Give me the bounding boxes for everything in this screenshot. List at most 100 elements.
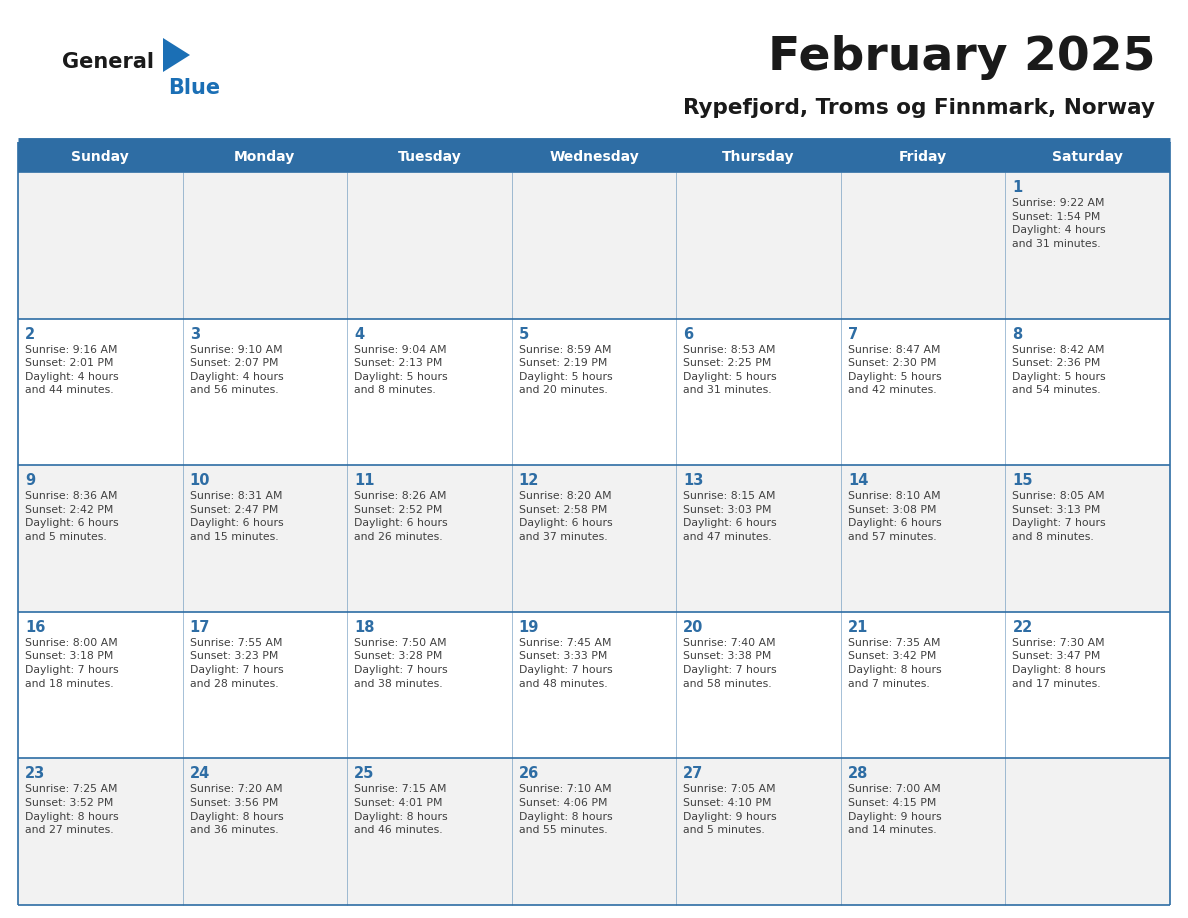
Bar [841,172,1005,319]
Bar [183,758,347,905]
Text: Sunrise: 8:26 AM
Sunset: 2:52 PM
Daylight: 6 hours
and 26 minutes.: Sunrise: 8:26 AM Sunset: 2:52 PM Dayligh… [354,491,448,542]
Bar [512,172,676,319]
Text: 2: 2 [25,327,36,341]
Bar [841,319,1005,465]
Text: 13: 13 [683,473,703,488]
Bar [183,319,347,465]
Bar [18,611,183,758]
Text: Wednesday: Wednesday [549,150,639,164]
Bar [1005,758,1170,905]
Text: 23: 23 [25,767,45,781]
Bar [1005,611,1170,758]
Text: 25: 25 [354,767,374,781]
Text: 10: 10 [190,473,210,488]
Text: 8: 8 [1012,327,1023,341]
Text: Sunrise: 7:20 AM
Sunset: 3:56 PM
Daylight: 8 hours
and 36 minutes.: Sunrise: 7:20 AM Sunset: 3:56 PM Dayligh… [190,784,283,835]
Text: 7: 7 [848,327,858,341]
Text: 6: 6 [683,327,694,341]
Bar [676,465,841,611]
Bar [512,611,676,758]
Bar [18,319,183,465]
Text: 21: 21 [848,620,868,635]
Text: 5: 5 [519,327,529,341]
Text: Saturday: Saturday [1053,150,1123,164]
Bar [347,611,512,758]
Text: 19: 19 [519,620,539,635]
Text: Sunrise: 7:05 AM
Sunset: 4:10 PM
Daylight: 9 hours
and 5 minutes.: Sunrise: 7:05 AM Sunset: 4:10 PM Dayligh… [683,784,777,835]
Text: 18: 18 [354,620,374,635]
Text: Sunrise: 7:35 AM
Sunset: 3:42 PM
Daylight: 8 hours
and 7 minutes.: Sunrise: 7:35 AM Sunset: 3:42 PM Dayligh… [848,638,941,688]
Bar [183,611,347,758]
Text: Sunrise: 8:47 AM
Sunset: 2:30 PM
Daylight: 5 hours
and 42 minutes.: Sunrise: 8:47 AM Sunset: 2:30 PM Dayligh… [848,344,941,396]
Text: 4: 4 [354,327,365,341]
Bar [841,465,1005,611]
Text: Sunrise: 7:15 AM
Sunset: 4:01 PM
Daylight: 8 hours
and 46 minutes.: Sunrise: 7:15 AM Sunset: 4:01 PM Dayligh… [354,784,448,835]
Text: Sunrise: 7:25 AM
Sunset: 3:52 PM
Daylight: 8 hours
and 27 minutes.: Sunrise: 7:25 AM Sunset: 3:52 PM Dayligh… [25,784,119,835]
Text: Sunday: Sunday [71,150,129,164]
Bar [183,172,347,319]
Text: Sunrise: 7:00 AM
Sunset: 4:15 PM
Daylight: 9 hours
and 14 minutes.: Sunrise: 7:00 AM Sunset: 4:15 PM Dayligh… [848,784,941,835]
Text: February 2025: February 2025 [767,36,1155,81]
Text: Friday: Friday [899,150,947,164]
Text: 28: 28 [848,767,868,781]
Text: 12: 12 [519,473,539,488]
Text: Monday: Monday [234,150,296,164]
Text: Sunrise: 8:42 AM
Sunset: 2:36 PM
Daylight: 5 hours
and 54 minutes.: Sunrise: 8:42 AM Sunset: 2:36 PM Dayligh… [1012,344,1106,396]
Text: Sunrise: 8:53 AM
Sunset: 2:25 PM
Daylight: 5 hours
and 31 minutes.: Sunrise: 8:53 AM Sunset: 2:25 PM Dayligh… [683,344,777,396]
Bar [18,465,183,611]
Text: General: General [62,52,154,72]
Text: 9: 9 [25,473,36,488]
Text: 15: 15 [1012,473,1032,488]
Bar [512,465,676,611]
Text: 11: 11 [354,473,374,488]
Bar [676,172,841,319]
Text: 22: 22 [1012,620,1032,635]
Text: Sunrise: 8:59 AM
Sunset: 2:19 PM
Daylight: 5 hours
and 20 minutes.: Sunrise: 8:59 AM Sunset: 2:19 PM Dayligh… [519,344,612,396]
Bar [512,758,676,905]
Bar [347,172,512,319]
Bar [18,758,183,905]
Text: Sunrise: 9:16 AM
Sunset: 2:01 PM
Daylight: 4 hours
and 44 minutes.: Sunrise: 9:16 AM Sunset: 2:01 PM Dayligh… [25,344,119,396]
Text: Sunrise: 7:10 AM
Sunset: 4:06 PM
Daylight: 8 hours
and 55 minutes.: Sunrise: 7:10 AM Sunset: 4:06 PM Dayligh… [519,784,612,835]
Bar [347,758,512,905]
Text: Sunrise: 7:45 AM
Sunset: 3:33 PM
Daylight: 7 hours
and 48 minutes.: Sunrise: 7:45 AM Sunset: 3:33 PM Dayligh… [519,638,612,688]
Text: Sunrise: 9:10 AM
Sunset: 2:07 PM
Daylight: 4 hours
and 56 minutes.: Sunrise: 9:10 AM Sunset: 2:07 PM Dayligh… [190,344,283,396]
Bar [1005,172,1170,319]
Text: 20: 20 [683,620,703,635]
Text: Sunrise: 7:50 AM
Sunset: 3:28 PM
Daylight: 7 hours
and 38 minutes.: Sunrise: 7:50 AM Sunset: 3:28 PM Dayligh… [354,638,448,688]
Text: Sunrise: 7:40 AM
Sunset: 3:38 PM
Daylight: 7 hours
and 58 minutes.: Sunrise: 7:40 AM Sunset: 3:38 PM Dayligh… [683,638,777,688]
Bar [183,465,347,611]
Text: Thursday: Thursday [722,150,795,164]
Text: 26: 26 [519,767,539,781]
Text: Blue: Blue [168,78,220,98]
Bar [676,611,841,758]
Text: Sunrise: 9:04 AM
Sunset: 2:13 PM
Daylight: 5 hours
and 8 minutes.: Sunrise: 9:04 AM Sunset: 2:13 PM Dayligh… [354,344,448,396]
Bar [18,142,1170,172]
Text: 17: 17 [190,620,210,635]
Bar [18,172,183,319]
Text: Sunrise: 8:10 AM
Sunset: 3:08 PM
Daylight: 6 hours
and 57 minutes.: Sunrise: 8:10 AM Sunset: 3:08 PM Dayligh… [848,491,941,542]
Text: Sunrise: 8:05 AM
Sunset: 3:13 PM
Daylight: 7 hours
and 8 minutes.: Sunrise: 8:05 AM Sunset: 3:13 PM Dayligh… [1012,491,1106,542]
Text: 24: 24 [190,767,210,781]
Bar [347,319,512,465]
Text: Tuesday: Tuesday [398,150,461,164]
Bar [1005,465,1170,611]
Bar [841,611,1005,758]
Bar [676,319,841,465]
Text: Sunrise: 9:22 AM
Sunset: 1:54 PM
Daylight: 4 hours
and 31 minutes.: Sunrise: 9:22 AM Sunset: 1:54 PM Dayligh… [1012,198,1106,249]
Bar [512,319,676,465]
Text: Rypefjord, Troms og Finnmark, Norway: Rypefjord, Troms og Finnmark, Norway [683,98,1155,118]
Text: Sunrise: 8:00 AM
Sunset: 3:18 PM
Daylight: 7 hours
and 18 minutes.: Sunrise: 8:00 AM Sunset: 3:18 PM Dayligh… [25,638,119,688]
Bar [1005,319,1170,465]
Bar [841,758,1005,905]
Text: Sunrise: 8:20 AM
Sunset: 2:58 PM
Daylight: 6 hours
and 37 minutes.: Sunrise: 8:20 AM Sunset: 2:58 PM Dayligh… [519,491,612,542]
Text: 14: 14 [848,473,868,488]
Text: 3: 3 [190,327,200,341]
Text: Sunrise: 7:30 AM
Sunset: 3:47 PM
Daylight: 8 hours
and 17 minutes.: Sunrise: 7:30 AM Sunset: 3:47 PM Dayligh… [1012,638,1106,688]
Text: Sunrise: 8:15 AM
Sunset: 3:03 PM
Daylight: 6 hours
and 47 minutes.: Sunrise: 8:15 AM Sunset: 3:03 PM Dayligh… [683,491,777,542]
Bar [676,758,841,905]
Bar [347,465,512,611]
Text: 16: 16 [25,620,45,635]
Polygon shape [163,38,190,72]
Text: Sunrise: 7:55 AM
Sunset: 3:23 PM
Daylight: 7 hours
and 28 minutes.: Sunrise: 7:55 AM Sunset: 3:23 PM Dayligh… [190,638,283,688]
